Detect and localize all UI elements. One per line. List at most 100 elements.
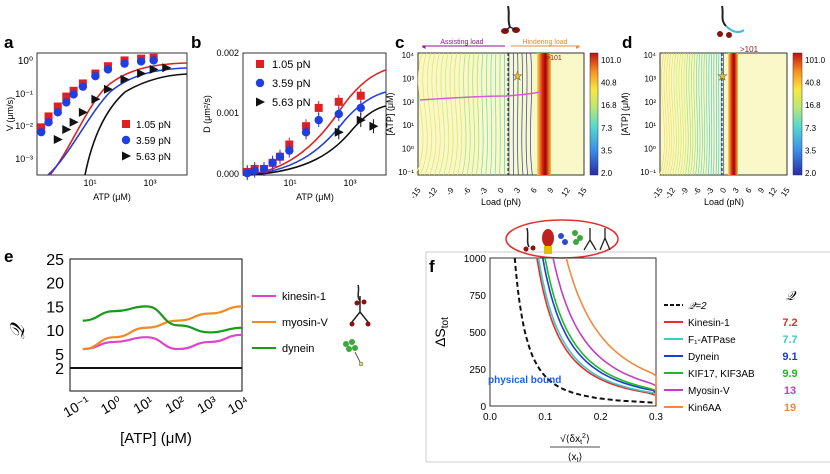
panel-a: a 10⁰ 10⁻¹ 10⁻² 10⁻³ 10¹ 10³ ATP (μM) V …	[4, 33, 187, 202]
kinesin-cartoon-icon	[501, 6, 520, 34]
max-label-c: >101	[546, 55, 562, 62]
xtick: 0.3	[649, 412, 663, 423]
y-axis-label-e: 𝒬	[7, 321, 29, 339]
dynein-small-icon	[343, 339, 363, 366]
colorbar-ticks-c: 101.040.816.87.33.52.0	[601, 56, 622, 178]
ytick: 10²	[402, 98, 414, 107]
legend-b: 1.05 pN3.59 pN5.63 pN	[256, 59, 311, 109]
xtick: 0.1	[538, 412, 552, 423]
colorbar-tick: 101.0	[601, 56, 622, 65]
star-icon: ★	[512, 69, 523, 83]
x-axis-label-a: ATP (μM)	[93, 192, 131, 202]
ytick: 15	[46, 299, 64, 316]
y-axis-label-a: V (μm/s)	[5, 97, 15, 131]
data-point	[276, 153, 284, 161]
y-axis-label-d: [ATP] (μM)	[620, 92, 630, 135]
data-point	[285, 146, 293, 154]
panel-b: b 0.002 0.001 0.000 10¹ 10³ ATP (μM) D (…	[191, 33, 386, 202]
xtick: 15	[779, 186, 792, 199]
ytick-a: 10⁰	[18, 56, 33, 67]
legend-label: 3.59 pN	[136, 136, 171, 147]
legend-label: 𝒬=2	[688, 301, 707, 312]
hindering-load-label: Hindering load	[522, 39, 567, 46]
xtick: -15	[651, 186, 665, 201]
xtick: -15	[409, 186, 423, 201]
xtick: 6	[529, 186, 539, 195]
data-point	[149, 56, 157, 64]
xtick: 6	[744, 186, 754, 195]
data-point	[268, 159, 276, 167]
ytick-a: 10⁻³	[15, 154, 33, 164]
legend-marker	[256, 79, 264, 87]
x-axis-label-e: [ATP] (μM)	[120, 430, 192, 447]
y-axis-label-c: [ATP] (μM)	[385, 92, 395, 135]
colorbar-tick: 40.8	[805, 79, 821, 88]
data-point	[335, 110, 343, 118]
xtick: -9	[679, 186, 691, 197]
y-axis-label-b: D (μm²/s)	[202, 95, 212, 133]
xtick: 9	[756, 186, 766, 195]
ytick: 10⁴	[402, 51, 415, 60]
xtick: -6	[691, 186, 703, 197]
series-line	[83, 306, 242, 332]
legend-label: Myosin-V	[688, 386, 730, 397]
xtick: 12	[766, 186, 779, 199]
lines-e	[83, 306, 242, 349]
q-value: 19	[784, 402, 796, 414]
xtick: 0.0	[483, 412, 497, 423]
legend-label: 1.05 pN	[272, 59, 311, 71]
hot-band-d	[728, 53, 738, 175]
x-axis-label-f-denominator: ⟨xt⟩	[568, 452, 583, 464]
xtick: 9	[546, 186, 556, 195]
legend-marker	[122, 136, 130, 144]
fit-curves-b	[243, 70, 386, 175]
colorbar-tick: 40.8	[601, 79, 617, 88]
colorbar-tick: 3.5	[805, 146, 817, 155]
xtick: -12	[425, 186, 439, 201]
data-point	[137, 57, 145, 65]
ytick: 10⁰	[402, 145, 414, 154]
x-axis-label-f-numerator: √⟨δxt2⟩	[560, 433, 590, 446]
colorbar-c	[590, 53, 598, 175]
xtick-b: 10³	[343, 178, 356, 188]
ytick-b: 0.000	[216, 169, 239, 179]
xtick: 3	[512, 186, 522, 195]
ytick: 10³	[402, 74, 414, 83]
xtick: 12	[560, 186, 573, 199]
xtick: 0.2	[594, 412, 608, 423]
ytick: 10⁴	[644, 51, 657, 60]
ytick: 20	[46, 276, 64, 293]
data-point	[315, 104, 323, 112]
data-point	[243, 169, 251, 177]
ytick: 2	[55, 361, 64, 378]
colorbar-ticks-d: 101.040.816.87.33.52.0	[805, 56, 826, 178]
xtick: -3	[704, 186, 716, 197]
legend-label: 1.05 pN	[136, 120, 171, 131]
data-point	[357, 104, 365, 112]
ytick: 500	[469, 328, 486, 339]
panel-label-d: d	[622, 33, 632, 52]
legend-label: 5.63 pN	[272, 97, 311, 109]
assisting-load-label: Assisting load	[440, 39, 483, 46]
colorbar-tick: 16.8	[601, 101, 617, 110]
ytick-b: 0.001	[216, 108, 239, 118]
legend-label: 5.63 pN	[136, 152, 171, 163]
q-value: 7.2	[782, 317, 797, 329]
data-point	[91, 72, 99, 80]
colorbar-tick: 101.0	[805, 56, 826, 65]
ytick: 25	[46, 252, 64, 269]
ytick: 10³	[644, 74, 656, 83]
hot-band-c	[537, 53, 551, 175]
panel-label-c: c	[395, 33, 404, 52]
data-point	[37, 128, 45, 136]
data-point	[104, 65, 112, 73]
data-point	[335, 98, 343, 106]
motors-group-icon	[524, 228, 611, 254]
xtick: 0	[718, 186, 728, 195]
